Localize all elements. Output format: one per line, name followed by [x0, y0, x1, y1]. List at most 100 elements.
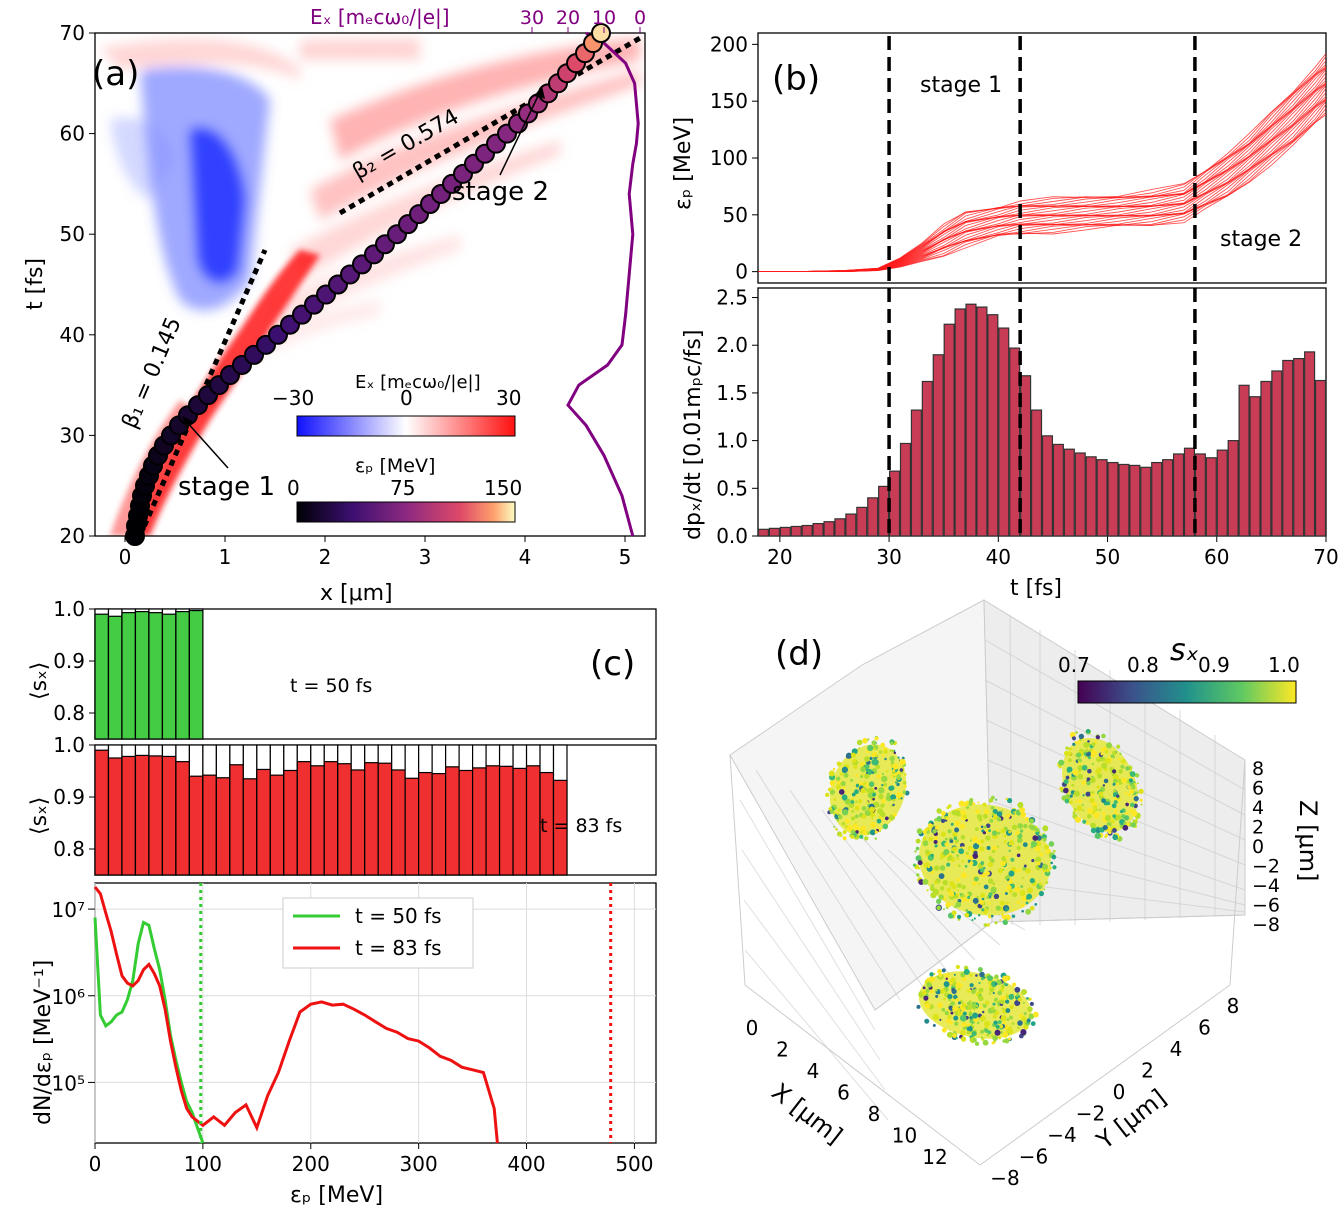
particle-dot [977, 903, 983, 909]
particle-dot [996, 999, 999, 1003]
energy-trajectory-curve [758, 53, 1327, 273]
panel-c-sx83-ylabel: ⟨sₓ⟩ [27, 797, 52, 835]
particle-dot [871, 817, 874, 820]
particle-dot [991, 812, 995, 816]
particle-dot [938, 894, 944, 900]
a-xtick-label: 5 [619, 545, 632, 569]
particle-dot [1020, 1029, 1027, 1036]
d-xtick-label: 8 [868, 1102, 881, 1126]
force-bar [779, 526, 791, 537]
particle-dot [979, 971, 985, 978]
particle-dot [977, 801, 980, 804]
c-sx-ytick-label: 1.0 [53, 597, 85, 621]
particle-dot [1029, 818, 1034, 824]
particle-dot [1075, 731, 1078, 734]
a-xtick-label: 2 [319, 545, 332, 569]
b-top-ytick-label: 50 [723, 203, 748, 227]
force-bar [1271, 370, 1283, 537]
particle-dot [964, 864, 968, 868]
particle-dot [980, 892, 986, 898]
force-bar [1118, 463, 1130, 537]
panel-b-top-ylabel: εₚ [MeV] [671, 117, 696, 210]
particle-dot [835, 827, 838, 831]
particle-dot [947, 829, 952, 834]
particle-dot [961, 846, 965, 850]
particle-dot [927, 823, 933, 828]
particle-dot [990, 795, 995, 800]
particle-dot [964, 912, 970, 918]
particle-dot [1113, 800, 1118, 805]
particle-dot [974, 1041, 980, 1046]
force-bar [790, 525, 802, 537]
particle-dot [959, 1014, 967, 1022]
particle-dot [969, 1016, 973, 1020]
particle-dot [983, 825, 987, 829]
particle-dot [1113, 774, 1120, 781]
particle-dot [933, 839, 938, 845]
ex-colorbar-tick-max: 30 [496, 386, 521, 410]
sx-bar-t83 [242, 778, 258, 876]
particle-dot [1042, 825, 1049, 832]
particle-dot [870, 788, 874, 792]
particle-dot [997, 1020, 1002, 1025]
particle-dot [1004, 907, 1009, 911]
b-bottom-ytick-label: 0.5 [716, 476, 748, 500]
particle-dot [929, 976, 935, 982]
particle-cloud [916, 964, 1039, 1046]
particle-dot [1008, 1037, 1012, 1041]
particle-dot [925, 1003, 931, 1009]
particle-dot [1068, 747, 1072, 751]
particle-dot [956, 857, 960, 861]
particle-dot [968, 855, 974, 861]
force-bar [888, 470, 901, 537]
particle-dot [991, 845, 998, 851]
particle-dot [1035, 841, 1042, 847]
sx-bar-t83 [188, 775, 204, 876]
particle-dot [841, 766, 849, 773]
particle-dot [884, 816, 889, 821]
panel-a-xlabel: x [μm] [320, 581, 393, 606]
force-bar [1205, 457, 1217, 537]
particle-dot [982, 813, 988, 819]
particle-dot [1005, 995, 1009, 999]
particle-dot [1071, 736, 1076, 741]
particle-dot [932, 888, 940, 896]
particle-dot [966, 1025, 973, 1032]
a-ytick-label: 60 [60, 122, 85, 146]
particle-dot [960, 972, 966, 978]
force-bar [943, 323, 955, 537]
particle-dot [871, 740, 877, 746]
force-bar [1030, 409, 1043, 537]
particle-dot [850, 800, 855, 804]
particle-dot [956, 878, 961, 882]
particle-dot [965, 851, 969, 855]
particle-dot [1087, 740, 1090, 743]
particle-dot [972, 1038, 977, 1043]
particle-dot [1119, 752, 1122, 756]
particle-dot [971, 1031, 977, 1037]
force-bar [1238, 384, 1250, 537]
particle-dot [1006, 1018, 1010, 1021]
particle-dot [951, 910, 957, 916]
particle-dot [983, 976, 986, 979]
particle-dot [966, 990, 970, 994]
sx-bar-t50 [94, 613, 110, 740]
particle-dot [881, 775, 888, 783]
particle-dot [1025, 868, 1031, 874]
particle-dot [865, 783, 870, 788]
particle-dot [851, 792, 856, 797]
particle-dot [963, 968, 970, 975]
particle-dot [995, 798, 998, 801]
particle-dot [965, 800, 969, 805]
force-bar [856, 506, 868, 537]
particle-dot [1063, 779, 1069, 785]
force-bar [757, 528, 770, 537]
particle-dot [985, 823, 991, 829]
particle-dot [960, 816, 965, 820]
c-ytick-label: 10⁷ [52, 898, 85, 922]
particle-dot [1117, 757, 1121, 761]
particle-dot [994, 982, 998, 986]
particle-dot [864, 836, 869, 841]
particle-dot [850, 816, 856, 821]
particle-dot [1019, 807, 1026, 814]
